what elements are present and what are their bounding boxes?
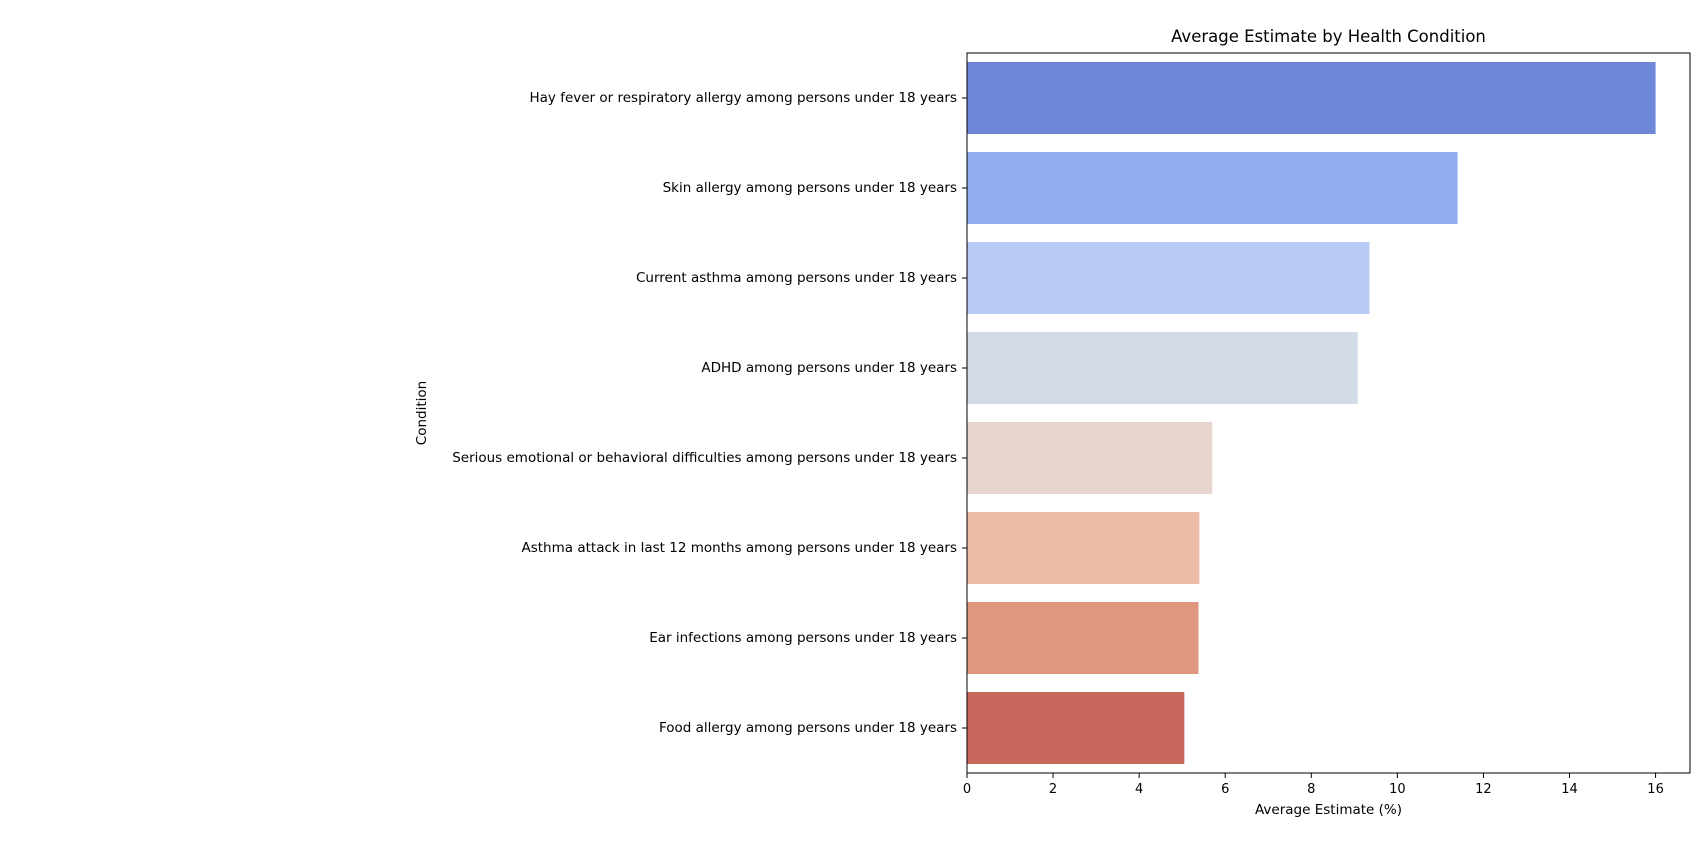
y-axis-label: Condition — [414, 381, 430, 445]
x-tick-label: 4 — [1135, 782, 1143, 797]
bars-group — [967, 62, 1656, 764]
category-label: Serious emotional or behavioral difficul… — [452, 450, 957, 466]
x-axis-ticks: 0 2 4 6 8 10 12 14 16 — [963, 773, 1664, 797]
bar — [967, 602, 1199, 674]
bar — [967, 152, 1458, 224]
x-tick-label: 14 — [1561, 782, 1578, 797]
x-axis-label: Average Estimate (%) — [1255, 802, 1402, 818]
bar — [967, 512, 1200, 584]
x-tick-label: 6 — [1221, 782, 1229, 797]
bar — [967, 422, 1213, 494]
bar — [967, 332, 1358, 404]
category-label: Hay fever or respiratory allergy among p… — [529, 90, 957, 106]
category-label: Current asthma among persons under 18 ye… — [636, 270, 957, 286]
x-tick-label: 0 — [963, 782, 971, 797]
x-tick-label: 16 — [1647, 782, 1664, 797]
bar — [967, 62, 1656, 134]
category-label: Asthma attack in last 12 months among pe… — [522, 540, 958, 556]
bar — [967, 692, 1185, 764]
category-label: Food allergy among persons under 18 year… — [659, 720, 957, 736]
category-label: Skin allergy among persons under 18 year… — [663, 180, 957, 196]
chart-title: Average Estimate by Health Condition — [1171, 27, 1486, 46]
x-tick-label: 12 — [1475, 782, 1492, 797]
category-labels: Hay fever or respiratory allergy among p… — [452, 90, 967, 736]
x-tick-label: 2 — [1049, 782, 1057, 797]
x-tick-label: 10 — [1389, 782, 1406, 797]
x-tick-label: 8 — [1307, 782, 1315, 797]
category-label: ADHD among persons under 18 years — [701, 360, 957, 376]
bar — [967, 242, 1370, 314]
category-label: Ear infections among persons under 18 ye… — [649, 630, 957, 646]
plot-frame — [966, 52, 1691, 774]
